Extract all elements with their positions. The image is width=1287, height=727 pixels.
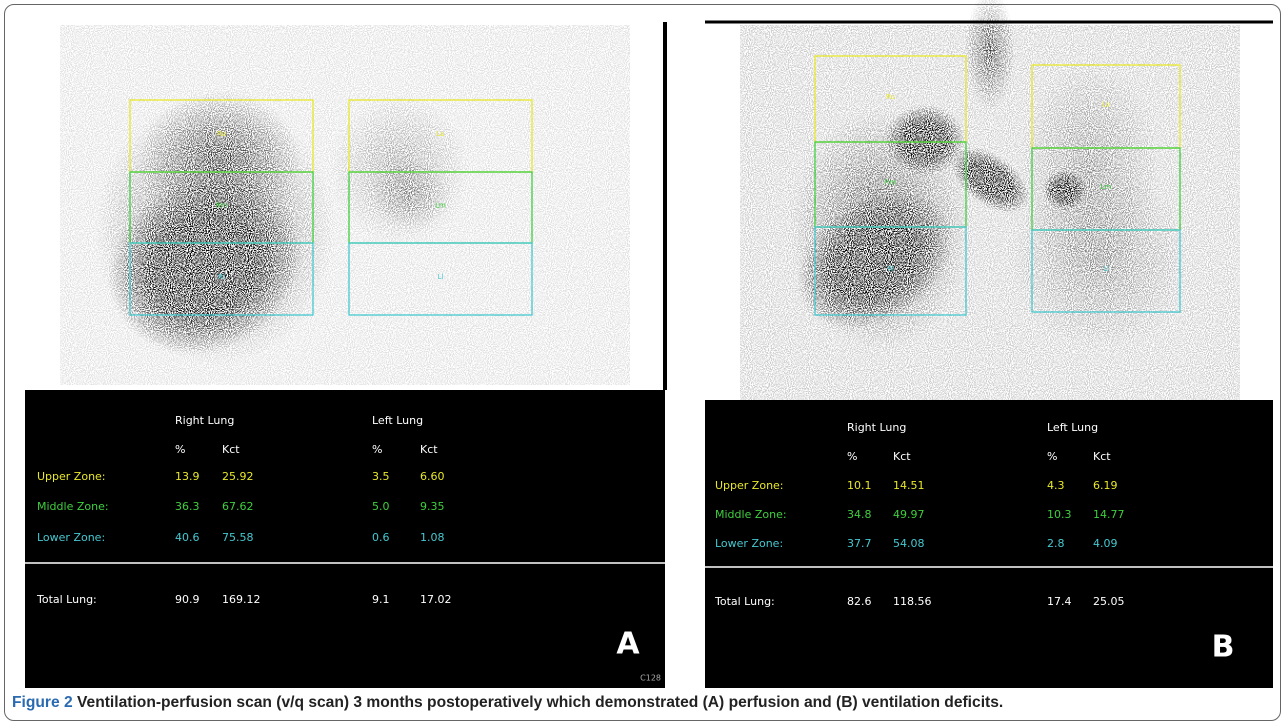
table-text: %	[175, 443, 185, 456]
table-text: 3.5	[372, 470, 390, 483]
table-text: 9.35	[420, 500, 445, 513]
table-text: 13.9	[175, 470, 200, 483]
figure-frame	[4, 4, 1281, 721]
zone-label: Rm	[885, 179, 897, 187]
scan-image-b	[740, 0, 1240, 400]
panel-letter: B	[1212, 630, 1235, 665]
table-text: 54.08	[893, 537, 925, 550]
table-text: Middle Zone:	[37, 500, 109, 513]
table-text: Kct	[1093, 450, 1111, 463]
table-text: Right Lung	[847, 421, 906, 434]
table-text: Lower Zone:	[37, 531, 105, 544]
table-text: Total Lung:	[36, 593, 97, 606]
table-text: 4.3	[1047, 479, 1065, 492]
caption-label: Figure 2	[12, 694, 73, 711]
table-text: Kct	[420, 443, 438, 456]
table-text: 118.56	[893, 595, 932, 608]
table-text: 10.1	[847, 479, 872, 492]
zone-label: Rl	[218, 273, 225, 281]
corner-code: C128	[640, 674, 661, 683]
zone-label: Ll	[1103, 265, 1109, 273]
table-text: %	[847, 450, 857, 463]
zone-label: Lm	[1101, 183, 1112, 191]
zone-label: Ll	[438, 273, 444, 281]
table-text: 34.8	[847, 508, 872, 521]
table-text: 6.19	[1093, 479, 1118, 492]
zone-box	[129, 242, 314, 316]
table-text: 169.12	[222, 593, 261, 606]
table-text: 40.6	[175, 531, 200, 544]
caption-text: Ventilation-perfusion scan (v/q scan) 3 …	[77, 694, 1004, 711]
table-text: 0.6	[372, 531, 390, 544]
table-text: 25.92	[222, 470, 254, 483]
results-panel-b	[705, 400, 1273, 688]
table-text: 37.7	[847, 537, 872, 550]
table-text: Middle Zone:	[715, 508, 787, 521]
table-text: Right Lung	[175, 414, 234, 427]
table-text: 75.58	[222, 531, 254, 544]
zone-label: Lm	[435, 202, 446, 210]
table-text: 6.60	[420, 470, 445, 483]
zone-label: Ru	[217, 130, 226, 138]
table-text: Lower Zone:	[715, 537, 783, 550]
table-text: 2.8	[1047, 537, 1065, 550]
table-text: Left Lung	[372, 414, 423, 427]
panel-letter: A	[616, 627, 640, 662]
zone-box	[814, 226, 967, 316]
results-panel-a	[25, 390, 665, 688]
zone-label: Ru	[886, 93, 895, 101]
table-text: 82.6	[847, 595, 872, 608]
zone-label: Rl	[887, 265, 894, 273]
table-text: Total Lung:	[714, 595, 775, 608]
table-text: 9.1	[372, 593, 390, 606]
table-text: Upper Zone:	[37, 470, 106, 483]
table-text: %	[1047, 450, 1057, 463]
table-text: Left Lung	[1047, 421, 1098, 434]
table-text: 1.08	[420, 531, 445, 544]
table-text: 10.3	[1047, 508, 1072, 521]
zone-box	[348, 242, 533, 316]
table-text: %	[372, 443, 382, 456]
table-text: Kct	[222, 443, 240, 456]
scan-image-a	[60, 25, 630, 385]
table-text: 17.02	[420, 593, 452, 606]
table-text: 14.51	[893, 479, 925, 492]
caption: Figure 2 Ventilation-perfusion scan (v/q…	[12, 694, 1280, 712]
table-text: 5.0	[372, 500, 390, 513]
table-text: 36.3	[175, 500, 200, 513]
zone-label: Lu	[436, 130, 444, 138]
zone-label: Lu	[1102, 101, 1110, 109]
zone-label: Rm	[216, 202, 228, 210]
zone-box	[1031, 229, 1181, 313]
table-text: 14.77	[1093, 508, 1125, 521]
table-text: 90.9	[175, 593, 200, 606]
table-text: 49.97	[893, 508, 925, 521]
table-text: 4.09	[1093, 537, 1118, 550]
table-text: Kct	[893, 450, 911, 463]
table-text: 25.05	[1093, 595, 1125, 608]
table-text: Upper Zone:	[715, 479, 784, 492]
table-text: 67.62	[222, 500, 254, 513]
table-text: 17.4	[1047, 595, 1072, 608]
